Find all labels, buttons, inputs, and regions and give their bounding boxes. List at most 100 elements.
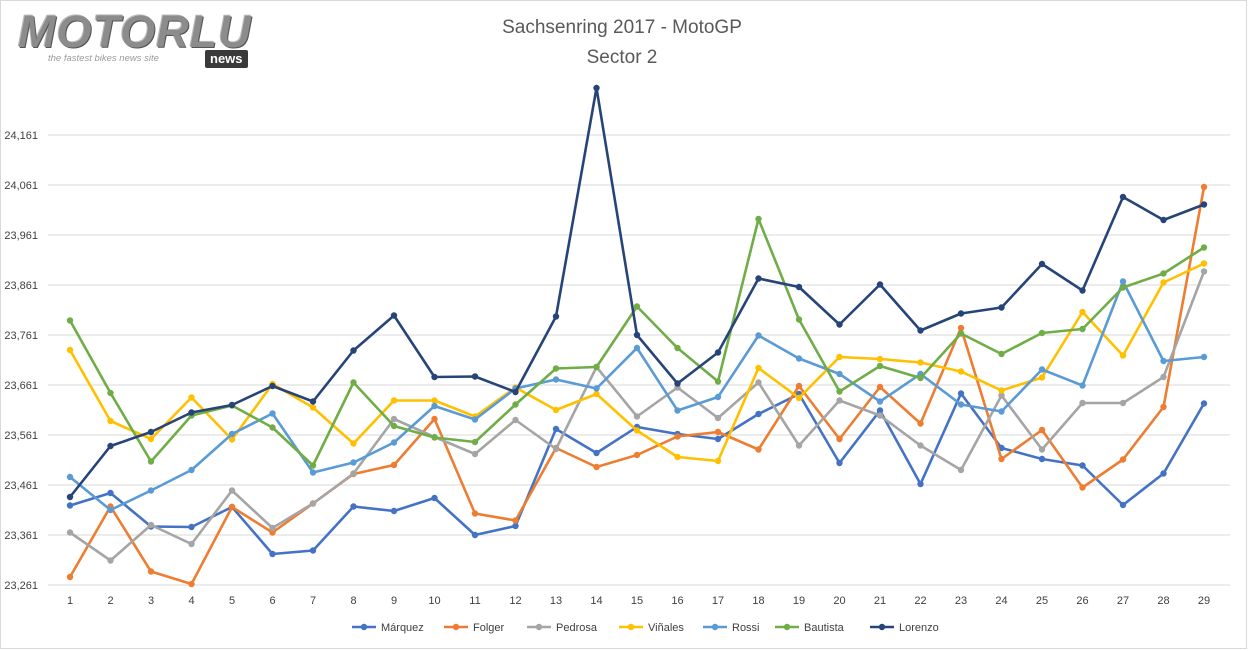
data-point: [1079, 382, 1086, 389]
y-tick-label: 23,461: [4, 480, 38, 492]
x-tick-label: 24: [995, 595, 1007, 607]
x-tick-label: 12: [509, 595, 521, 607]
data-point: [593, 84, 600, 92]
data-point: [1160, 470, 1167, 477]
data-point: [633, 451, 641, 459]
data-point: [269, 424, 276, 431]
data-point: [633, 303, 641, 310]
x-tick-label: 15: [631, 595, 643, 607]
x-tick-label: 20: [833, 595, 845, 607]
data-point: [593, 363, 600, 371]
data-point: [107, 417, 114, 425]
data-point: [350, 470, 357, 477]
x-tick-label: 3: [148, 595, 154, 607]
data-point: [188, 394, 195, 401]
data-point: [107, 389, 114, 397]
data-point: [390, 461, 398, 469]
data-point: [795, 283, 803, 291]
data-point: [66, 493, 74, 501]
data-point: [350, 503, 357, 510]
data-point: [957, 466, 965, 474]
data-point: [674, 453, 681, 461]
x-tick-label: 22: [914, 595, 926, 607]
x-tick-label: 10: [428, 595, 440, 607]
legend-swatch-marker: [783, 623, 791, 631]
data-point: [917, 480, 924, 488]
data-point: [755, 379, 762, 386]
data-point: [309, 462, 317, 469]
data-point: [998, 455, 1005, 463]
data-point: [714, 349, 722, 356]
data-point: [1119, 352, 1127, 359]
data-point: [552, 365, 560, 372]
data-point: [1079, 308, 1086, 316]
data-point: [552, 425, 560, 433]
data-point: [836, 397, 843, 404]
data-point: [269, 382, 276, 390]
x-tick-label: 26: [1076, 595, 1088, 607]
data-point: [1200, 260, 1208, 267]
x-tick-label: 6: [269, 595, 275, 607]
data-point: [998, 408, 1005, 415]
x-tick-label: 13: [550, 595, 562, 607]
data-point: [471, 531, 479, 539]
data-point: [714, 414, 722, 422]
data-point: [309, 547, 317, 554]
legend-swatch-marker: [452, 623, 460, 631]
data-point: [552, 445, 560, 453]
data-point: [431, 373, 438, 381]
data-point: [998, 392, 1005, 399]
data-point: [1200, 244, 1208, 251]
series-rossi: [66, 278, 1208, 514]
series-group: [66, 84, 1208, 588]
data-point: [1079, 399, 1086, 407]
logo-tagline: the fastest bikes news site: [48, 53, 159, 64]
data-point: [431, 434, 438, 441]
data-point: [350, 347, 357, 354]
legend-item: Rossi: [703, 622, 760, 634]
data-point: [674, 433, 681, 440]
data-point: [512, 388, 519, 396]
data-point: [1038, 446, 1046, 453]
data-point: [1038, 260, 1046, 268]
data-point: [390, 312, 398, 319]
y-tick-label: 24,061: [4, 180, 38, 192]
data-point: [431, 494, 438, 502]
y-tick-label: 23,861: [4, 280, 38, 292]
data-point: [1200, 183, 1208, 191]
data-point: [188, 580, 195, 588]
y-tick-label: 23,261: [4, 580, 38, 592]
data-point: [836, 388, 843, 395]
data-point: [1038, 374, 1046, 381]
series-pedrosa: [66, 268, 1208, 564]
legend-item: Lorenzo: [870, 622, 939, 634]
data-point: [147, 487, 155, 494]
data-point: [269, 410, 276, 417]
data-point: [917, 359, 924, 366]
data-point: [755, 364, 762, 372]
data-point: [188, 409, 195, 416]
x-tick-label: 16: [671, 595, 683, 607]
data-point: [876, 355, 884, 363]
logo-news-badge: news: [205, 50, 248, 68]
chart-subtitle: Sector 2: [587, 47, 658, 68]
data-point: [269, 529, 276, 536]
x-tick-label: 27: [1117, 595, 1129, 607]
data-point: [147, 458, 155, 465]
data-point: [633, 427, 641, 434]
legend-label: Viñales: [648, 622, 684, 634]
data-point: [957, 390, 965, 397]
y-axis: 23,261 23,361 23,461 23,561 23,661 23,761 23,8…: [4, 130, 38, 592]
data-point: [188, 466, 195, 474]
data-point: [471, 373, 479, 380]
data-point: [269, 550, 276, 558]
x-tick-label: 8: [350, 595, 356, 607]
data-point: [957, 401, 965, 408]
data-point: [633, 413, 641, 420]
data-point: [917, 374, 924, 382]
data-point: [714, 457, 722, 465]
data-point: [1160, 270, 1167, 277]
legend-label: Márquez: [381, 622, 424, 634]
series-lorenzo: [66, 84, 1208, 501]
